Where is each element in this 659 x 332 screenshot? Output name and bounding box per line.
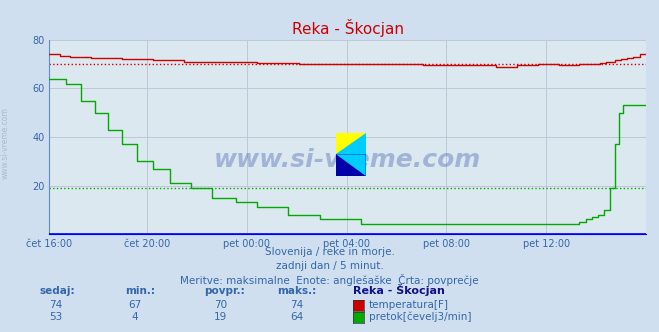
Bar bbox=[336, 133, 366, 154]
Text: 64: 64 bbox=[290, 312, 303, 322]
Text: Reka - Škocjan: Reka - Škocjan bbox=[353, 284, 444, 296]
Text: sedaj:: sedaj: bbox=[40, 286, 75, 296]
Text: povpr.:: povpr.: bbox=[204, 286, 245, 296]
Text: Meritve: maksimalne  Enote: anglešaške  Črta: povprečje: Meritve: maksimalne Enote: anglešaške Čr… bbox=[180, 274, 479, 286]
Polygon shape bbox=[336, 133, 366, 154]
Text: www.si-vreme.com: www.si-vreme.com bbox=[214, 148, 481, 172]
Text: 4: 4 bbox=[132, 312, 138, 322]
Text: www.si-vreme.com: www.si-vreme.com bbox=[1, 107, 10, 179]
Title: Reka - Škocjan: Reka - Škocjan bbox=[292, 19, 403, 37]
Text: 53: 53 bbox=[49, 312, 63, 322]
Text: 19: 19 bbox=[214, 312, 227, 322]
Text: 74: 74 bbox=[49, 300, 63, 310]
Text: pretok[čevelj3/min]: pretok[čevelj3/min] bbox=[369, 312, 472, 322]
Text: 74: 74 bbox=[290, 300, 303, 310]
Polygon shape bbox=[336, 154, 366, 176]
Text: zadnji dan / 5 minut.: zadnji dan / 5 minut. bbox=[275, 261, 384, 271]
Text: 70: 70 bbox=[214, 300, 227, 310]
Text: min.:: min.: bbox=[125, 286, 156, 296]
Polygon shape bbox=[336, 154, 366, 176]
Text: temperatura[F]: temperatura[F] bbox=[369, 300, 449, 310]
Text: maks.:: maks.: bbox=[277, 286, 316, 296]
Text: 67: 67 bbox=[129, 300, 142, 310]
Text: Slovenija / reke in morje.: Slovenija / reke in morje. bbox=[264, 247, 395, 257]
